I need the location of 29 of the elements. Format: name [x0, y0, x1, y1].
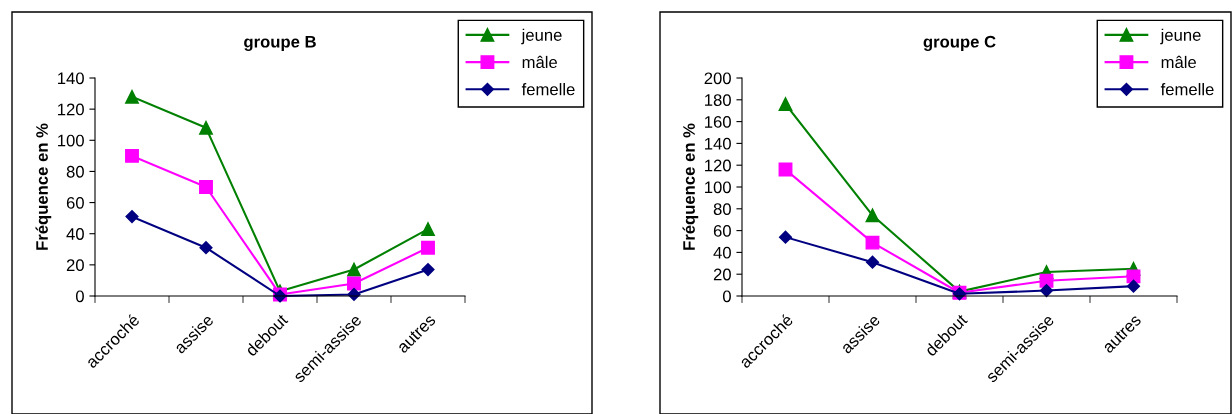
y-tick-label: 80 — [66, 165, 84, 178]
y-tick-label: 60 — [713, 225, 731, 237]
y-tick-label: 0 — [722, 290, 731, 303]
legend-label: femelle — [521, 83, 575, 96]
y-tick-label: 140 — [58, 72, 84, 85]
y-tick-label: 180 — [705, 94, 731, 106]
y-tick-label: 100 — [58, 134, 84, 147]
y-tick-label: 60 — [66, 196, 84, 209]
y-tick-label: 40 — [66, 228, 84, 240]
legend-label: mâle — [522, 55, 557, 69]
y-axis-title: Fréquence en % — [35, 123, 52, 250]
legend-label: jeune — [521, 28, 562, 45]
y-tick-label: 0 — [75, 290, 84, 303]
y-tick-label: 40 — [713, 246, 731, 259]
legend-label: mâle — [1161, 55, 1196, 69]
y-tick-label: 120 — [58, 103, 84, 116]
y-tick-label: 200 — [704, 72, 731, 85]
y-axis-title: Fréquence en % — [682, 123, 699, 250]
legend-label: femelle — [1160, 83, 1214, 96]
y-tick-label: 20 — [66, 259, 84, 272]
y-tick-label: 160 — [705, 116, 731, 128]
y-tick-label: 80 — [713, 203, 731, 215]
chart-title: groupe C — [923, 35, 996, 51]
y-tick-label: 20 — [713, 268, 731, 281]
y-tick-label: 140 — [705, 137, 731, 150]
legend-label: jeune — [1160, 28, 1201, 45]
chart-title: groupe B — [244, 35, 316, 51]
y-tick-label: 120 — [705, 159, 731, 172]
y-tick-label: 100 — [705, 181, 731, 194]
